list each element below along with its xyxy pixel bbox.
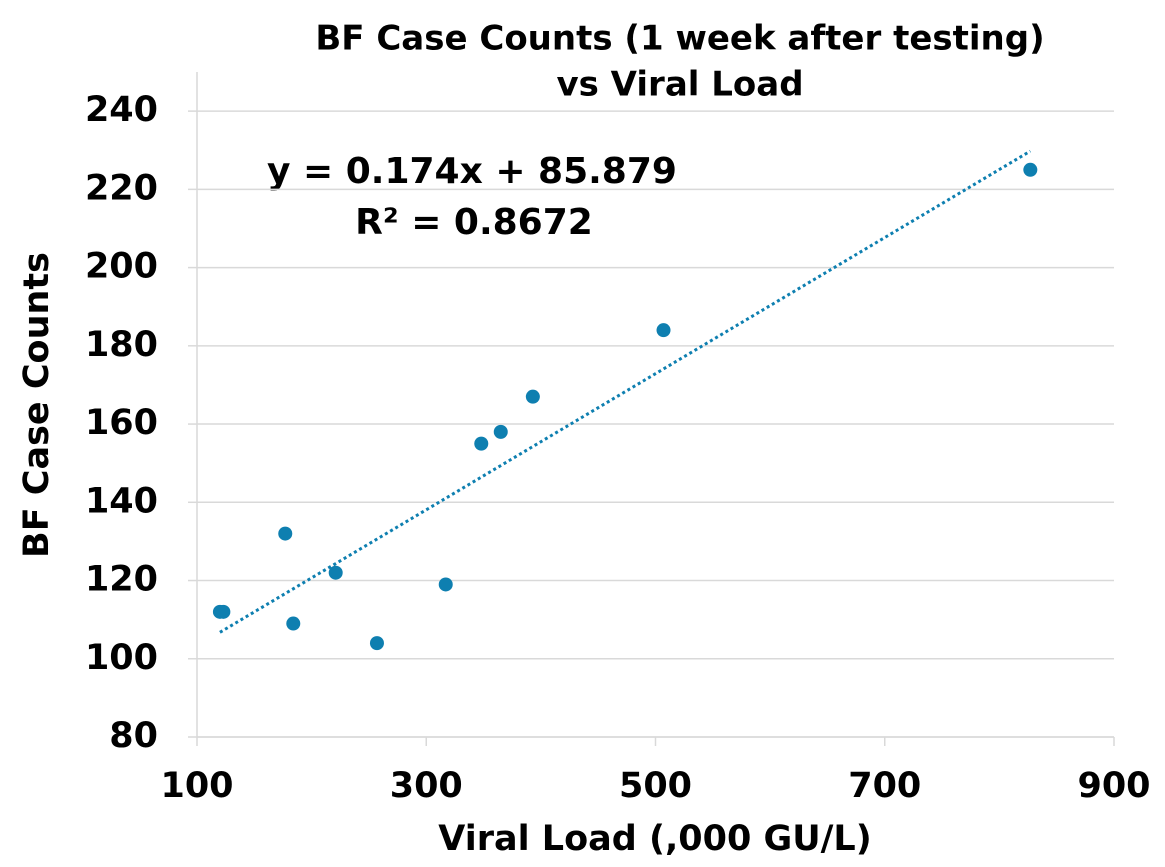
x-tick-label: 900	[1077, 766, 1150, 806]
point	[438, 577, 453, 592]
x-axis-title: Viral Load (,000 GU/L)	[438, 819, 872, 859]
y-tick-label: 180	[85, 325, 158, 365]
point	[525, 389, 540, 404]
point	[216, 604, 231, 619]
trendline	[219, 149, 1032, 634]
point	[278, 526, 293, 541]
y-axis-title: BF Case Counts	[17, 252, 57, 558]
point	[656, 323, 671, 338]
y-tick-label: 120	[85, 560, 158, 600]
point	[328, 565, 343, 580]
y-tick-label: 140	[85, 481, 158, 521]
x-tick-label: 100	[160, 766, 233, 806]
chart-title: vs Viral Load	[556, 65, 803, 105]
point	[474, 436, 489, 451]
y-tick-label: 220	[85, 168, 158, 208]
x-tick-label: 700	[848, 766, 921, 806]
y-tick-label: 100	[85, 638, 158, 678]
y-tick-label: 200	[85, 247, 158, 287]
y-tick-label: 240	[85, 90, 158, 130]
y-tick-label: 80	[109, 716, 158, 756]
point	[286, 616, 301, 631]
point	[1023, 162, 1038, 177]
y-tick-label: 160	[85, 403, 158, 443]
x-tick-label: 300	[390, 766, 463, 806]
x-tick-label: 500	[619, 766, 692, 806]
trendline-equation: y = 0.174x + 85.879	[267, 151, 677, 192]
trendline-r2: R² = 0.8672	[355, 202, 593, 243]
point	[493, 424, 508, 439]
point	[369, 636, 384, 651]
chart-title: BF Case Counts (1 week after testing)	[315, 19, 1044, 59]
